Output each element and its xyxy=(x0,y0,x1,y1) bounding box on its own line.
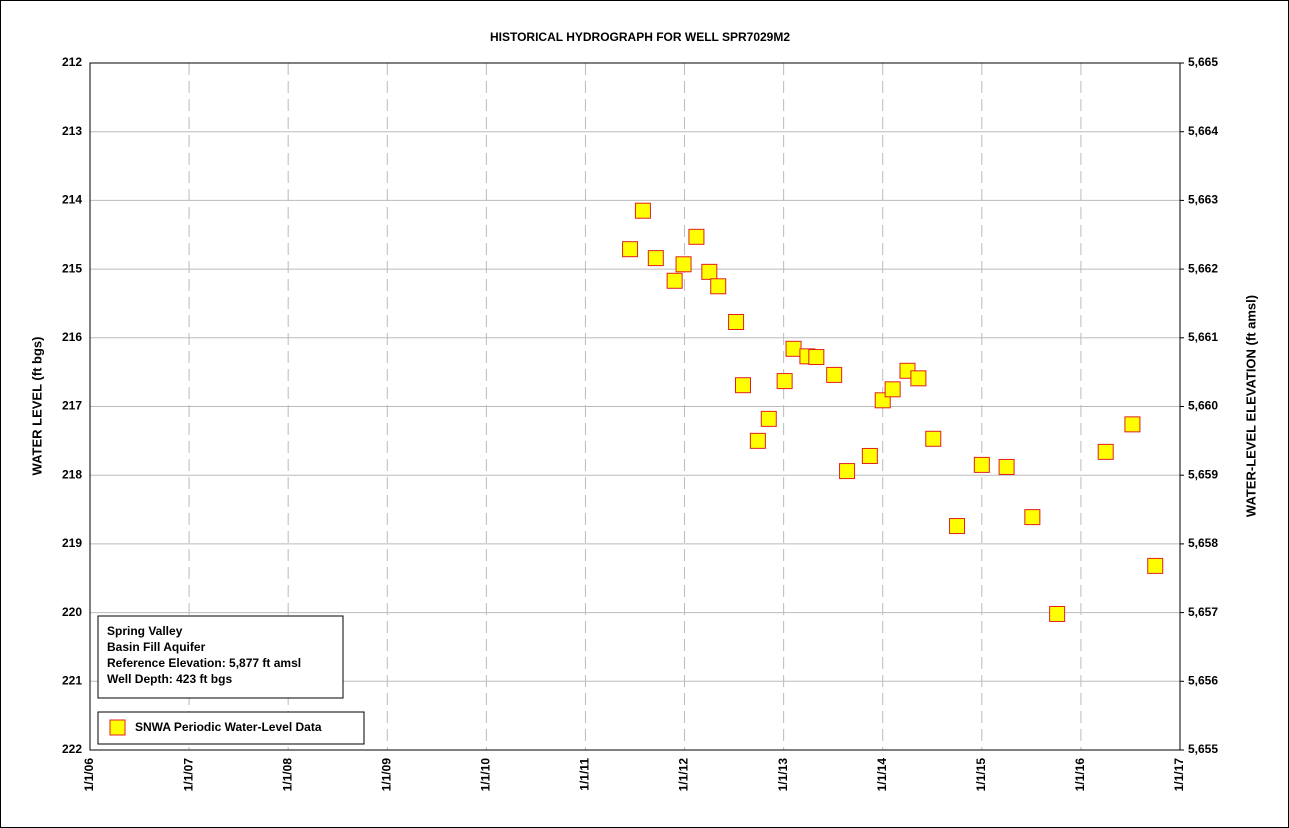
marker xyxy=(622,241,639,258)
y2-tick-label: 5,661 xyxy=(1188,330,1218,344)
marker xyxy=(688,228,705,245)
marker xyxy=(973,456,990,473)
x-tick-label: 1/1/15 xyxy=(974,758,988,792)
legend-marker xyxy=(109,719,126,736)
marker xyxy=(749,432,766,449)
y2-tick-label: 5,662 xyxy=(1188,261,1218,275)
marker xyxy=(701,263,718,280)
y-tick-label: 214 xyxy=(62,193,82,207)
x-tick-label: 1/1/10 xyxy=(479,758,493,792)
marker xyxy=(675,256,692,273)
legend-box xyxy=(97,711,365,745)
y-tick-label: 213 xyxy=(62,124,82,138)
info-text: Basin Fill Aquifer xyxy=(107,640,206,654)
marker xyxy=(735,377,752,394)
marker xyxy=(925,430,942,447)
marker xyxy=(634,202,651,219)
x-tick-label: 1/1/08 xyxy=(280,758,294,792)
y2-tick-label: 5,655 xyxy=(1188,742,1218,756)
chart-title: HISTORICAL HYDROGRAPH FOR WELL SPR7029M2 xyxy=(490,30,790,44)
marker xyxy=(861,447,878,464)
plot-frame xyxy=(89,62,1181,751)
marker xyxy=(1097,443,1114,460)
x-tick-label: 1/1/07 xyxy=(181,758,195,792)
marker xyxy=(808,349,825,366)
y2-tick-label: 5,656 xyxy=(1188,673,1218,687)
marker xyxy=(998,458,1015,475)
y2-tick-label: 5,664 xyxy=(1188,124,1218,138)
y-tick-label: 218 xyxy=(62,467,82,481)
x-tick-label: 1/1/16 xyxy=(1073,758,1087,792)
y2-tick-label: 5,660 xyxy=(1188,399,1218,413)
marker xyxy=(1024,509,1041,526)
y2-tick-label: 5,665 xyxy=(1188,55,1218,69)
y-tick-label: 221 xyxy=(62,673,82,687)
y-tick-label: 216 xyxy=(62,330,82,344)
y-tick-label: 219 xyxy=(62,536,82,550)
marker xyxy=(1049,605,1066,622)
x-tick-label: 1/1/17 xyxy=(1172,758,1186,792)
info-box xyxy=(97,615,344,699)
y-tick-label: 212 xyxy=(62,55,82,69)
info-text: Reference Elevation: 5,877 ft amsl xyxy=(107,656,301,670)
x-tick-label: 1/1/11 xyxy=(578,758,592,791)
marker xyxy=(1147,557,1164,574)
y2-tick-label: 5,658 xyxy=(1188,536,1218,550)
y2-tick-label: 5,657 xyxy=(1188,605,1218,619)
marker xyxy=(910,370,927,387)
x-tick-label: 1/1/14 xyxy=(875,758,889,792)
y2-tick-label: 5,659 xyxy=(1188,467,1218,481)
info-text: Spring Valley xyxy=(107,624,183,638)
marker xyxy=(884,381,901,398)
x-tick-label: 1/1/09 xyxy=(379,758,393,792)
y2-tick-label: 5,663 xyxy=(1188,193,1218,207)
y2-axis-label: WATER-LEVEL ELEVATION (ft amsl) xyxy=(1243,295,1258,517)
y-tick-label: 215 xyxy=(62,261,82,275)
marker xyxy=(826,366,843,383)
y-axis-label: WATER LEVEL (ft bgs) xyxy=(29,337,44,476)
legend-label: SNWA Periodic Water-Level Data xyxy=(135,720,322,734)
marker xyxy=(776,373,793,390)
marker xyxy=(1124,416,1141,433)
marker xyxy=(949,518,966,535)
info-text: Well Depth: 423 ft bgs xyxy=(107,672,232,686)
marker xyxy=(785,340,802,357)
marker xyxy=(760,410,777,427)
x-tick-label: 1/1/06 xyxy=(82,758,96,792)
marker xyxy=(839,463,856,480)
y-tick-label: 217 xyxy=(62,399,82,413)
marker xyxy=(647,250,664,267)
y-tick-label: 222 xyxy=(62,742,82,756)
marker xyxy=(666,272,683,289)
y-tick-label: 220 xyxy=(62,605,82,619)
marker xyxy=(728,313,745,330)
marker xyxy=(710,278,727,295)
x-tick-label: 1/1/12 xyxy=(677,758,691,792)
x-tick-label: 1/1/13 xyxy=(776,758,790,792)
